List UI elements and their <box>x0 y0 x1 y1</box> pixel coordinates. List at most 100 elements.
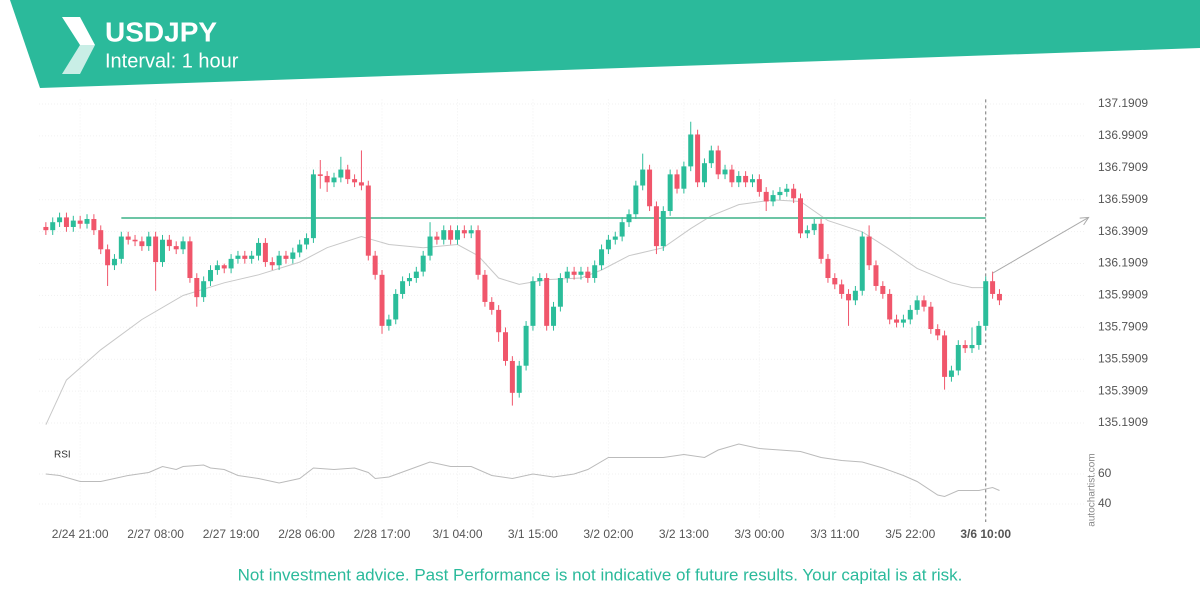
candle-body <box>372 255 378 275</box>
candle-body <box>125 236 131 240</box>
candle-body <box>825 258 831 279</box>
candle-body <box>63 217 69 227</box>
x-tick-label: 2/24 21:00 <box>52 527 109 541</box>
rsi-tick-label: 60 <box>1098 466 1112 480</box>
candle-body <box>242 255 248 259</box>
y-tick-label: 136.3909 <box>1098 224 1148 238</box>
candle-body <box>839 284 845 294</box>
x-tick-label: 3/2 02:00 <box>583 527 633 541</box>
title: USDJPY <box>105 16 217 47</box>
candle-body <box>715 150 721 175</box>
candle-body <box>695 134 701 183</box>
candle-body <box>729 169 735 183</box>
candle-body <box>139 241 145 247</box>
candle-body <box>900 319 906 323</box>
candle-body <box>153 236 159 263</box>
candle-body <box>674 174 680 189</box>
candle-body <box>297 244 303 253</box>
candle-body <box>564 271 570 279</box>
y-tick-label: 135.7909 <box>1098 319 1148 333</box>
candle-body <box>441 230 447 240</box>
x-tick-label: 2/28 17:00 <box>354 527 411 541</box>
candle-body <box>880 285 886 294</box>
candle-body <box>571 271 577 275</box>
candle-body <box>448 230 454 240</box>
candle-body <box>304 238 310 245</box>
x-tick-label: 3/1 15:00 <box>508 527 558 541</box>
candle-body <box>832 278 838 285</box>
candle-body <box>159 239 165 263</box>
candle-body <box>256 242 262 256</box>
candle-body <box>578 271 584 275</box>
candle-body <box>866 236 872 266</box>
candle-body <box>228 258 234 269</box>
candle-body <box>331 177 337 183</box>
candle-body <box>276 255 282 266</box>
x-tick-label: 3/6 10:00 <box>960 527 1011 541</box>
candle-body <box>736 175 742 183</box>
candle-body <box>804 230 810 234</box>
candle-body <box>489 301 495 310</box>
watermark: autochartist.com <box>1087 453 1098 526</box>
candle-body <box>784 188 790 192</box>
candle-body <box>468 230 474 234</box>
candle-body <box>962 344 968 349</box>
candle-body <box>990 281 996 294</box>
candle-body <box>983 281 989 326</box>
candle-body <box>187 241 193 279</box>
candle-body <box>98 230 104 250</box>
y-tick-label: 135.5909 <box>1098 351 1148 365</box>
candle-body <box>756 179 762 192</box>
candle-body <box>647 169 653 207</box>
x-tick-label: 2/28 06:00 <box>278 527 335 541</box>
candle-body <box>194 278 200 298</box>
candle-body <box>132 239 138 242</box>
forecast-arrow <box>992 216 1089 274</box>
candle-body <box>777 191 783 196</box>
candle-body <box>146 236 152 247</box>
candle-body <box>434 236 440 240</box>
candle-body <box>482 274 488 302</box>
candle-body <box>111 258 117 266</box>
x-tick-label: 3/1 04:00 <box>432 527 482 541</box>
candle-body <box>708 150 714 164</box>
candle-body <box>873 265 879 286</box>
candle-body <box>77 220 83 224</box>
candle-body <box>57 217 63 223</box>
candle-body <box>612 236 618 240</box>
candle-body <box>235 255 241 259</box>
candle-body <box>633 185 639 215</box>
candle-body <box>749 179 755 183</box>
candle-body <box>852 290 858 301</box>
candle-body <box>688 134 694 167</box>
candle-body <box>345 169 351 180</box>
rsi-label: RSI <box>54 450 71 461</box>
x-tick-label: 3/3 00:00 <box>734 527 784 541</box>
candle-body <box>551 306 557 326</box>
y-tick-label: 135.3909 <box>1098 383 1148 397</box>
candle-body <box>976 325 982 345</box>
candle-body <box>180 241 186 250</box>
subtitle: Interval: 1 hour <box>105 50 239 72</box>
candle-body <box>653 206 659 247</box>
candle-body <box>91 219 97 231</box>
candle-body <box>310 174 316 239</box>
y-tick-label: 136.9909 <box>1098 128 1148 142</box>
candle-body <box>393 293 399 320</box>
candle-body <box>386 319 392 326</box>
candle-body <box>660 211 666 247</box>
candle-body <box>887 293 893 320</box>
candle-body <box>935 329 941 336</box>
candle-body <box>907 309 913 320</box>
candle-body <box>208 270 214 282</box>
candle-body <box>811 223 817 231</box>
candle-body <box>969 344 975 349</box>
y-tick-label: 135.9909 <box>1098 288 1148 302</box>
candle-body <box>475 230 481 275</box>
candle-body <box>557 278 563 307</box>
x-tick-label: 3/5 22:00 <box>885 527 935 541</box>
candle-body <box>503 332 509 361</box>
candle-body <box>461 230 467 234</box>
candle-body <box>262 242 268 263</box>
